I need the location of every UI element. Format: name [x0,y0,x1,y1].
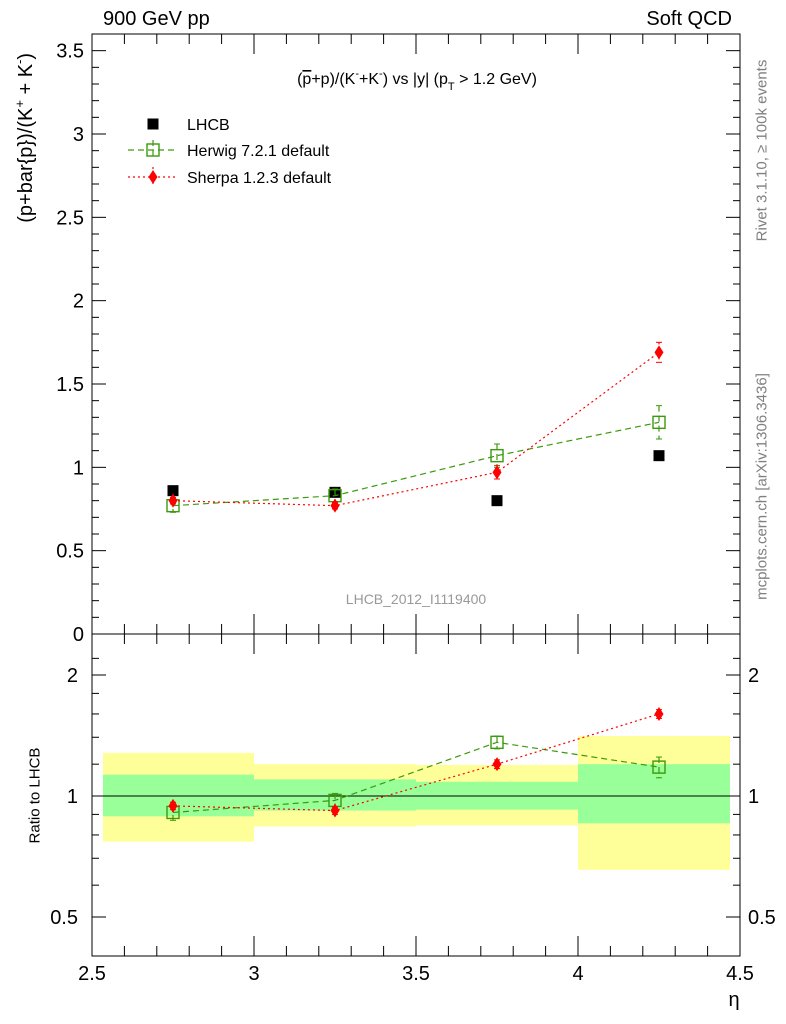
legend: LHCB Herwig 7.2.1 default Sherpa 1.2.3 def… [128,117,332,187]
ratio-ytick-label-right-2: 2 [748,665,759,687]
ratio-point-2-3 [654,706,664,721]
ratio-point-1-3 [652,760,666,774]
ratio-point-2-0 [168,798,178,813]
main-point-2-1 [330,498,340,513]
title-post: > 1.2 GeV) [455,71,537,88]
title-sub: T [448,81,455,93]
title-pbar: p [302,71,311,88]
main-ytick-label-4: 2 [73,291,84,313]
main-point-0-2 [491,495,503,507]
ratio-inner-band-3 [578,764,730,824]
ratio-ytick-label-left-0: 0.5 [50,907,78,929]
main-point-1-3 [652,415,666,430]
main-point-2-2 [492,465,502,480]
main-ytick-label-0: 0 [73,624,84,646]
legend-label-lhcb: LHCB [187,117,230,134]
header-right: Soft QCD [646,8,732,30]
xtick-label-3: 4 [572,963,583,985]
legend-label-herwig: Herwig 7.2.1 default [187,143,330,160]
main-series-line-1 [172,421,660,507]
main-ytick-label-1: 0.5 [56,541,84,563]
main-point-0-0 [167,485,179,497]
legend-label-sherpa: Sherpa 1.2.3 default [187,170,332,187]
main-ytick-label-3: 1.5 [56,374,84,396]
xtick-label-4: 4.5 [726,963,754,985]
xtick-label-2: 3.5 [402,963,430,985]
ratio-point-1-2 [490,735,504,750]
main-ytick-label-2: 1 [73,457,84,479]
legend-marker-sherpa [148,170,158,184]
main-ytick-label-5: 2.5 [56,207,84,229]
ratio-ytick-label-right-0: 0.5 [748,907,776,929]
ratio-bands-layer [92,736,740,870]
title-sup-1: - [355,68,359,80]
main-point-1-2 [490,448,504,463]
main-ytick-label-7: 3.5 [56,41,84,63]
ratio-point-2-1 [330,803,340,818]
ratio-ytick-label-left-2: 2 [67,665,78,687]
main-ytick-label-6: 3 [73,124,84,146]
ratio-ytick-label-right-1: 1 [748,786,759,808]
ratio-series-line-2 [172,713,660,812]
ratio-point-2-2 [492,757,502,772]
title-mid: +p)/(K [311,71,355,88]
title-sup-2: - [379,68,383,80]
main-point-2-0 [168,493,178,508]
ratio-series-line-1 [172,741,660,814]
analysis-watermark: LHCB_2012_I1119400 [346,591,487,607]
series-layer [166,341,666,821]
title-mid2: +K [359,71,379,88]
legend-marker-herwig [146,143,160,157]
main-point-2-3 [654,345,664,360]
main-series-line-2 [172,351,660,507]
header-left: 900 GeV pp [103,8,210,30]
title-pre: ( [297,71,303,88]
axis-ticks: 0 0.5 1 1.5 2 2.5 3 3.5 0.5 0.5 1 1 2 2 2.5 3 3.5 4 4.5 [50,34,776,985]
title-mid3: ) vs |y| (p [383,71,448,88]
main-point-0-3 [653,450,665,462]
ratio-ytick-label-left-1: 1 [67,786,78,808]
legend-marker-lhcb [147,118,159,130]
xtick-label-1: 3 [248,963,259,985]
xtick-label-0: 2.5 [78,963,106,985]
x-axis-label: η [728,989,739,1011]
plot-title: (p+p)/(K-+K-) vs |y| (pT > 1.2 GeV) [297,68,537,93]
